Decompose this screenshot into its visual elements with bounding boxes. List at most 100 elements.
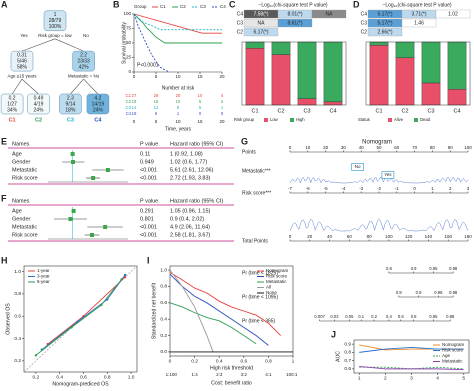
y-tick-label: 0.4 [160, 316, 167, 322]
p-value: 0.949 [140, 159, 154, 165]
x-tick-label: 0.4 [216, 358, 223, 364]
tick-label: 120 [405, 234, 413, 239]
node-text: 0.31 [17, 52, 27, 58]
node-text: 4.2 [94, 95, 101, 101]
tick-label: 1 [431, 186, 434, 191]
x-tick-label: 20 [219, 74, 225, 79]
row-name: Age [12, 208, 22, 214]
tick-label: 0.6 [398, 314, 404, 319]
risk-count: 1 [221, 105, 224, 110]
x-tick-label: 0.8 [104, 374, 111, 380]
y-axis-label: Survival probability [121, 22, 127, 64]
hr-point [91, 176, 96, 180]
tick-label: -5 [324, 186, 328, 191]
table-header: Hazard ratio (95% CI) [170, 141, 223, 147]
p-value: <0.001 [140, 175, 157, 181]
series-line [133, 13, 222, 44]
x-tick-label: 0.2 [191, 358, 198, 364]
tree-node [43, 10, 67, 32]
tree-node [27, 93, 50, 115]
tick-label: 10 [305, 145, 311, 150]
p-value: <0.001 [140, 167, 157, 173]
tick-label: 20 [307, 234, 313, 239]
series-line [169, 273, 269, 346]
row-name: Risk score [12, 175, 38, 181]
hr-point [90, 233, 95, 237]
tree-node [86, 93, 110, 115]
y-tick-label: 0.7 [344, 358, 351, 364]
tick-label: 0.05 [345, 314, 354, 319]
tree-node [72, 50, 95, 72]
panel-label: E [1, 136, 7, 146]
hr-text: 1.02 (0.6, 1.77) [170, 159, 207, 165]
tree-node [59, 93, 82, 115]
p-value: 0.11 [140, 151, 150, 157]
risk-x-tick-label: 5 [155, 119, 158, 124]
bar [421, 41, 441, 84]
hr-point [103, 225, 108, 229]
tick-label: 50 [376, 145, 382, 150]
risk-count: 6 [199, 99, 202, 104]
legend-title: Status [358, 117, 370, 122]
y-tick-label: 0.9 [344, 341, 351, 347]
bar [369, 41, 389, 46]
x2-tick-label: 4:1 [265, 372, 272, 377]
node-text: 58% [17, 64, 28, 70]
tick-label: 30 [341, 145, 347, 150]
risk-row-label: C1 [126, 93, 132, 98]
node-text: 2.2 [80, 52, 87, 58]
legend-label: C1 [160, 4, 166, 9]
table-cell [401, 18, 437, 28]
tick-label: 70 [412, 145, 418, 150]
row-name: Risk score*** [242, 190, 271, 196]
x-tick-label: 0 [169, 358, 172, 364]
risk-count: 5 [199, 105, 202, 110]
point [34, 354, 38, 357]
x-tick-label: C2 [277, 108, 284, 114]
legend-label: Nomogram [266, 268, 289, 273]
x2-tick-label: 1:100 [166, 372, 178, 377]
tick-label: 2 [449, 186, 452, 191]
tick-label: 0.98 [449, 290, 458, 295]
point [123, 273, 127, 277]
tick-label: 80 [367, 234, 373, 239]
node-text: 24% [33, 107, 44, 113]
risk-count: 4 [221, 93, 224, 98]
tick-label: -4 [341, 186, 345, 191]
density-curve [289, 176, 469, 184]
x-axis-label: Time, years [165, 126, 191, 132]
legend-label: Metastatic [442, 359, 463, 364]
tick-label: 0.98 [449, 266, 458, 271]
x-tick-label: 2 [384, 375, 387, 381]
legend-label: 5-year [37, 279, 50, 284]
hr-text: 5.61 (2.61, 12.06) [170, 167, 214, 173]
legend-label: Alive [394, 117, 404, 122]
x-tick-label: 5 [462, 375, 465, 381]
node-text: 42% [79, 64, 90, 70]
risk-count: 6 [155, 111, 158, 116]
node-text: 0.49 [34, 95, 44, 101]
node-text: 18% [65, 107, 76, 113]
row-name: Gender [12, 216, 31, 222]
tick-label: -3 [359, 186, 363, 191]
tick-label: 0.1 [358, 314, 364, 319]
bar [395, 57, 415, 106]
table-cell [243, 27, 279, 37]
legend-swatch [414, 118, 418, 122]
table-row-label: C4 [237, 11, 244, 17]
x-tick-label: 0.6 [80, 374, 87, 380]
risk-count: 26 [154, 93, 159, 98]
tick-label: 140 [425, 234, 433, 239]
x-tick-label: 15 [197, 74, 203, 79]
risk-count: 10 [176, 99, 181, 104]
plot-frame [241, 41, 347, 106]
y-tick-label: 0.8 [344, 350, 351, 356]
table-row-label: C3 [237, 20, 244, 26]
table-header: P value [140, 198, 158, 204]
tick-label: 0.8 [386, 266, 392, 271]
hr-point [71, 209, 76, 213]
series-line [35, 279, 122, 356]
hr-text: 2.58 (1.81, 3.67) [170, 232, 211, 238]
x2-tick-label: 2:3 [216, 372, 223, 377]
